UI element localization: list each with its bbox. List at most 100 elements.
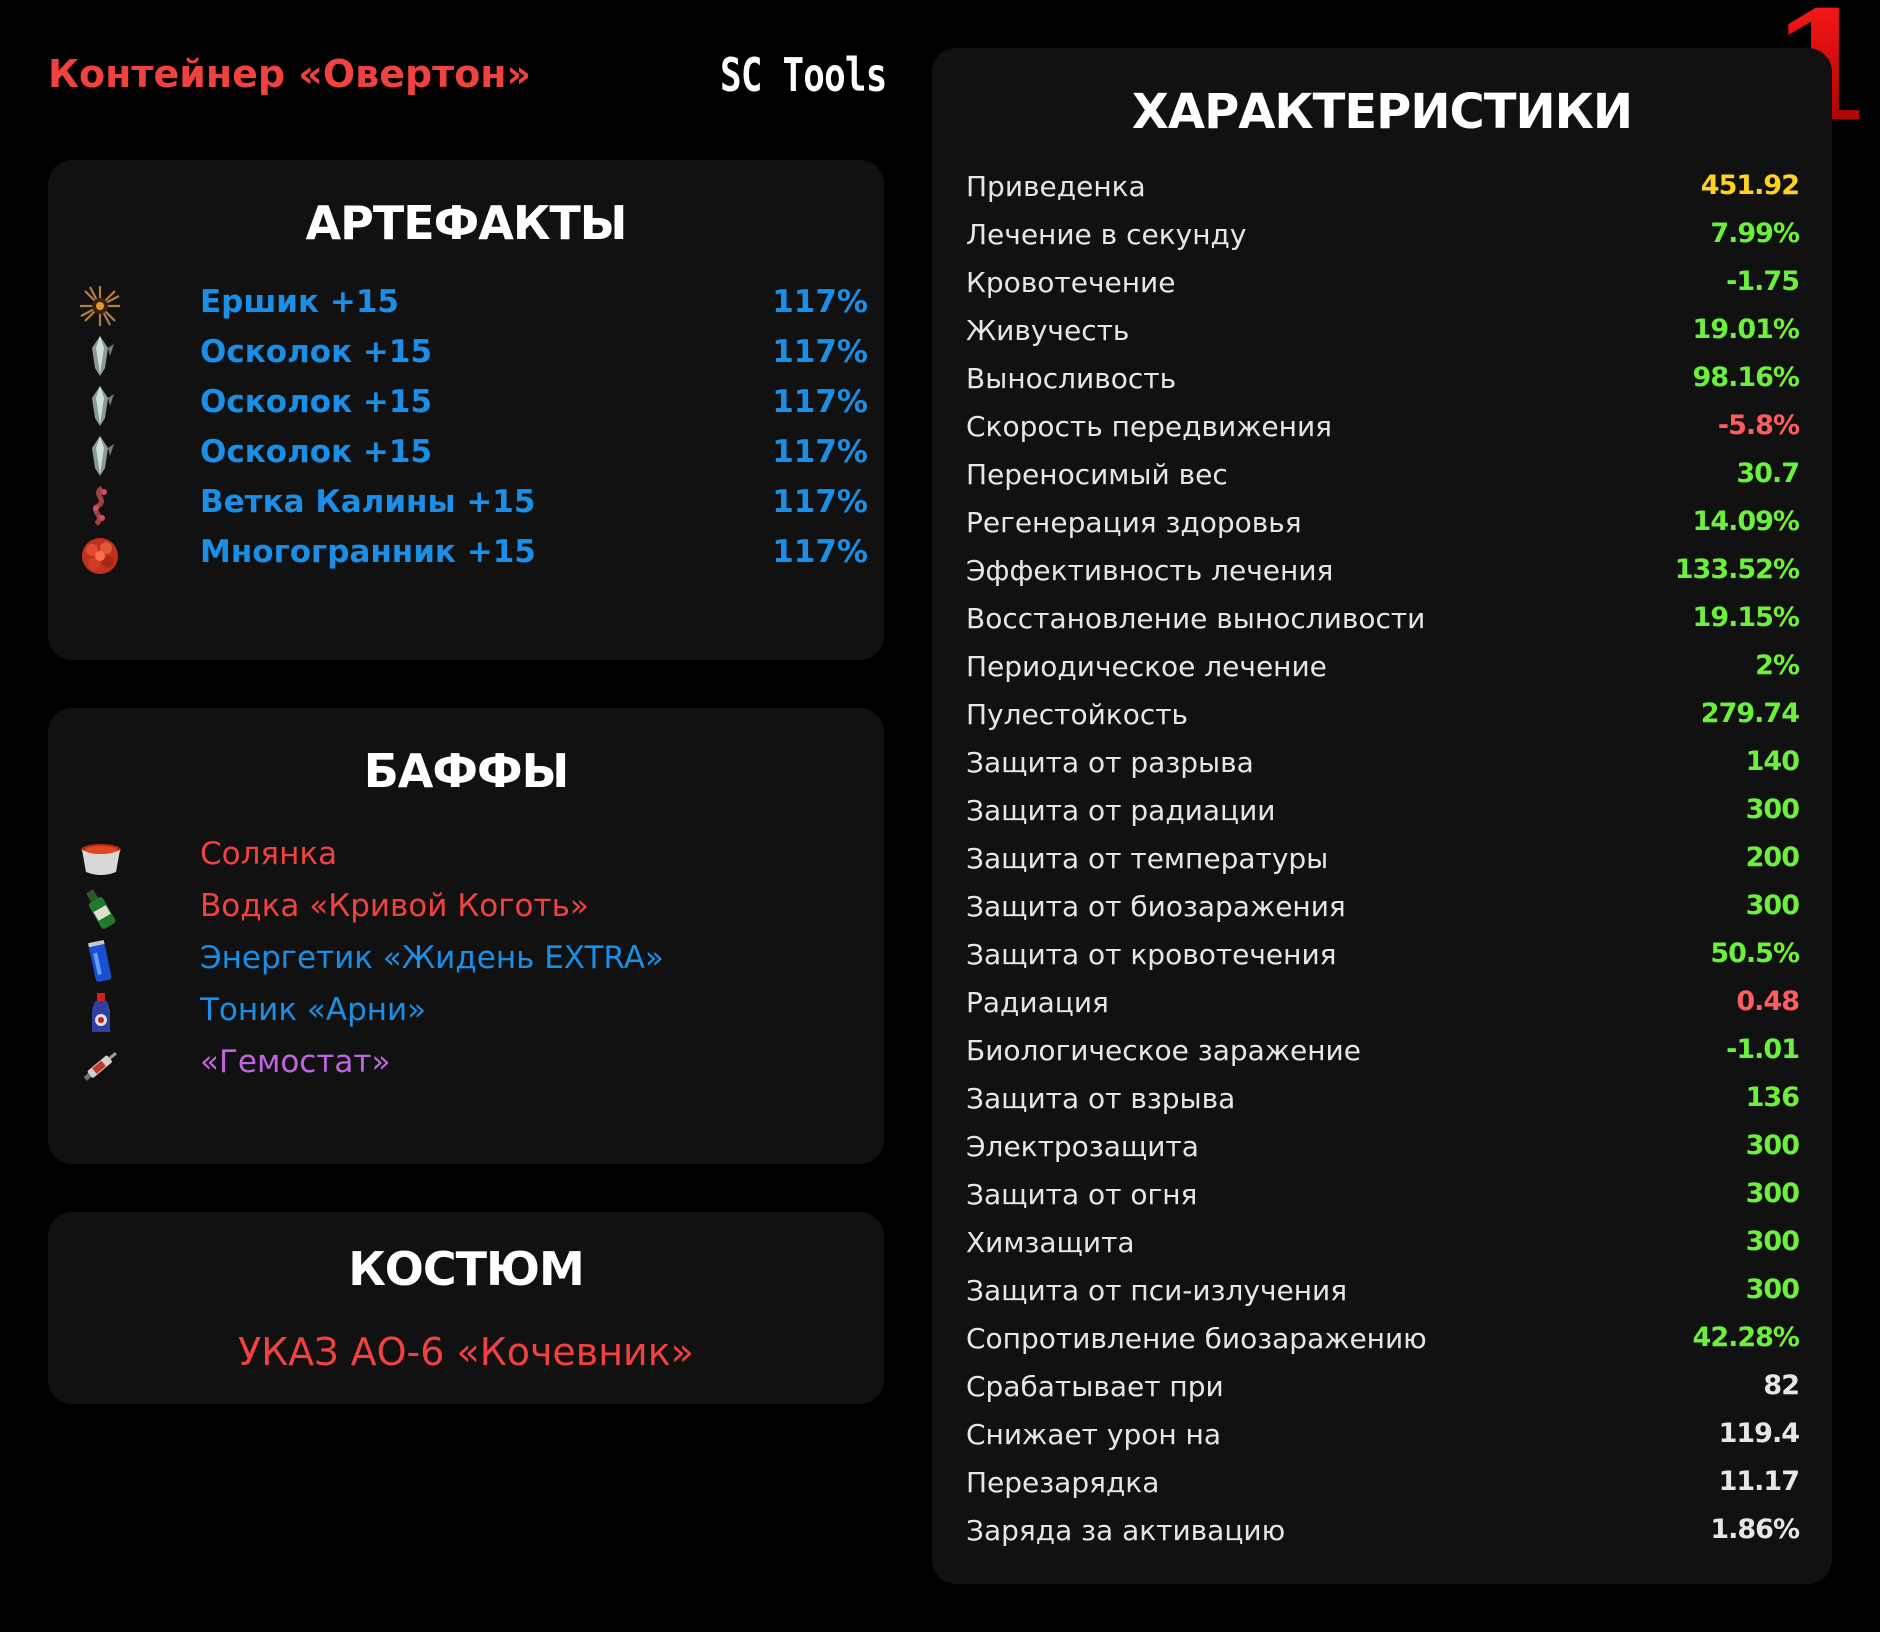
stat-label: Переносимый вес: [966, 458, 1228, 491]
stat-row: Живучесть 19.01%: [966, 314, 1800, 354]
stat-value: 19.01%: [1692, 314, 1800, 345]
stat-label: Защита от огня: [966, 1178, 1198, 1211]
stat-value: 11.17: [1718, 1466, 1800, 1497]
stat-label: Защита от температуры: [966, 842, 1329, 875]
stat-label: Химзащита: [966, 1226, 1135, 1259]
stat-value: 2%: [1755, 650, 1800, 681]
stat-row: Химзащита 300: [966, 1226, 1800, 1266]
crystal-shard-icon: [92, 436, 114, 476]
artifact-name: Многогранник +15: [200, 534, 536, 570]
artifact-row[interactable]: Осколок +15 117%: [78, 330, 868, 378]
stat-label: Периодическое лечение: [966, 650, 1327, 683]
stat-row: Защита от взрыва 136: [966, 1082, 1800, 1122]
stat-row: Защита от пси-излучения 300: [966, 1274, 1800, 1314]
stat-value: -1.75: [1726, 266, 1800, 297]
stat-value: 14.09%: [1692, 506, 1800, 537]
stat-label: Выносливость: [966, 362, 1177, 395]
stat-label: Защита от кровотечения: [966, 938, 1337, 971]
stat-row: Регенерация здоровья 14.09%: [966, 506, 1800, 546]
stat-value: 300: [1745, 1130, 1800, 1161]
stat-row: Срабатывает при 82: [966, 1370, 1800, 1410]
stat-row: Кровотечение -1.75: [966, 266, 1800, 306]
stat-value: 200: [1745, 842, 1800, 873]
stat-value: 30.7: [1736, 458, 1800, 489]
stat-value: 98.16%: [1692, 362, 1800, 393]
soup-pot-icon: [81, 844, 121, 875]
vodka-bottle-icon: [86, 889, 116, 929]
stat-value: 136: [1745, 1082, 1800, 1113]
artifact-percent: 117%: [772, 284, 868, 320]
stat-label: Защита от взрыва: [966, 1082, 1236, 1115]
stat-value: 279.74: [1700, 698, 1800, 729]
stat-label: Лечение в секунду: [966, 218, 1247, 251]
artifacts-title: АРТЕФАКТЫ: [305, 196, 628, 250]
stat-label: Регенерация здоровья: [966, 506, 1302, 539]
stat-value: 119.4: [1718, 1418, 1800, 1449]
stat-value: 300: [1745, 1274, 1800, 1305]
stat-row: Защита от огня 300: [966, 1178, 1800, 1218]
buff-row[interactable]: Энергетик «Жидень EXTRA»: [78, 936, 868, 988]
buff-name: «Гемостат»: [200, 1044, 391, 1080]
suit-panel: КОСТЮМ УКАЗ АО-6 «Кочевник»: [48, 1212, 884, 1404]
stat-row: Биологическое заражение -1.01: [966, 1034, 1800, 1074]
buffs-panel: БАФФЫ Солянка Водка «Кривой Коготь» Э: [48, 708, 884, 1164]
stat-label: Биологическое заражение: [966, 1034, 1361, 1067]
stat-row: Электрозащита 300: [966, 1130, 1800, 1170]
stat-row: Выносливость 98.16%: [966, 362, 1800, 402]
stat-value: 42.28%: [1692, 1322, 1800, 1353]
artifact-row[interactable]: Осколок +15 117%: [78, 430, 868, 478]
stat-value: 300: [1745, 794, 1800, 825]
stat-row: Скорость передвижения -5.8%: [966, 410, 1800, 450]
artifact-name: Ветка Калины +15: [200, 484, 536, 520]
artifact-percent: 117%: [772, 484, 868, 520]
urchin-artifact-icon: [80, 286, 120, 326]
stat-value: 300: [1745, 890, 1800, 921]
stat-label: Восстановление выносливости: [966, 602, 1426, 635]
tonic-bottle-icon: [92, 993, 110, 1032]
artifact-percent: 117%: [772, 534, 868, 570]
artifact-row[interactable]: Осколок +15 117%: [78, 380, 868, 428]
stat-label: Защита от разрыва: [966, 746, 1254, 779]
stat-value: 451.92: [1700, 170, 1800, 201]
stat-value: 0.48: [1736, 986, 1800, 1017]
stat-value: 50.5%: [1710, 938, 1800, 969]
stat-value: -5.8%: [1717, 410, 1800, 441]
buff-row[interactable]: Солянка: [78, 832, 868, 884]
artifacts-panel: АРТЕФАКТЫ Ершик +15 117% Осколок +15 117…: [48, 160, 884, 660]
artifact-name: Ершик +15: [200, 284, 399, 320]
stat-value: 82: [1763, 1370, 1800, 1401]
stat-row: Снижает урон на 119.4: [966, 1418, 1800, 1458]
suit-title: КОСТЮМ: [348, 1242, 585, 1296]
artifact-row[interactable]: Ершик +15 117%: [78, 280, 868, 328]
stat-label: Заряда за активацию: [966, 1514, 1286, 1547]
artifact-name: Осколок +15: [200, 384, 433, 420]
buff-row[interactable]: Водка «Кривой Коготь»: [78, 884, 868, 936]
polyhedron-artifact-icon: [82, 538, 118, 574]
energy-can-icon: [88, 939, 112, 982]
buff-name: Водка «Кривой Коготь»: [200, 888, 589, 924]
stat-row: Пулестойкость 279.74: [966, 698, 1800, 738]
stat-row: Лечение в секунду 7.99%: [966, 218, 1800, 258]
crystal-shard-icon: [92, 386, 114, 426]
syringe-icon: [83, 1052, 117, 1081]
stat-value: 1.86%: [1710, 1514, 1800, 1545]
artifact-row[interactable]: Ветка Калины +15 117%: [78, 480, 868, 528]
stat-row: Защита от разрыва 140: [966, 746, 1800, 786]
stat-label: Приведенка: [966, 170, 1146, 203]
artifact-name: Осколок +15: [200, 334, 433, 370]
brand-logo: SC Tools: [720, 48, 887, 102]
stat-row: Защита от биозаражения 300: [966, 890, 1800, 930]
stat-label: Кровотечение: [966, 266, 1176, 299]
stat-value: 7.99%: [1710, 218, 1800, 249]
stat-row: Сопротивление биозаражению 42.28%: [966, 1322, 1800, 1362]
buff-row[interactable]: Тоник «Арни»: [78, 988, 868, 1040]
buffs-title: БАФФЫ: [363, 744, 570, 798]
stat-row: Радиация 0.48: [966, 986, 1800, 1026]
stat-label: Пулестойкость: [966, 698, 1189, 731]
container-title: Контейнер «Овертон»: [48, 52, 532, 96]
artifact-row[interactable]: Многогранник +15 117%: [78, 530, 868, 578]
buff-row[interactable]: «Гемостат»: [78, 1040, 868, 1092]
stat-label: Сопротивление биозаражению: [966, 1322, 1427, 1355]
stat-label: Радиация: [966, 986, 1109, 1019]
suit-name[interactable]: УКАЗ АО-6 «Кочевник»: [238, 1330, 694, 1374]
